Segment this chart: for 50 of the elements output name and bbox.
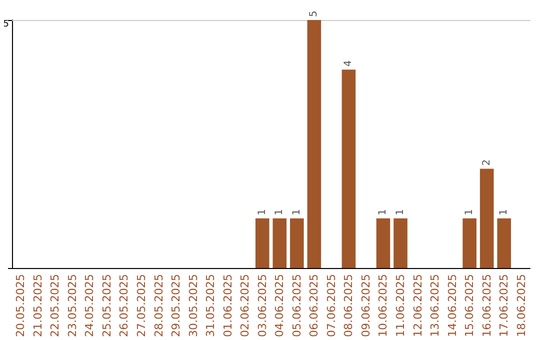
bar (307, 20, 322, 268)
x-tick-label: 11.06.2025 (394, 274, 407, 337)
x-tick-label: 07.06.2025 (324, 274, 338, 337)
data-label: 1 (498, 209, 510, 216)
x-tick-label: 16.06.2025 (480, 274, 494, 337)
data-label: 4 (343, 60, 354, 67)
x-tick-label: 23.05.2025 (66, 274, 79, 337)
x-tick-label: 17.06.2025 (498, 274, 511, 337)
x-tick-label: 12.06.2025 (411, 274, 424, 337)
bar (376, 218, 390, 268)
x-tick-label: 05.06.2025 (290, 274, 304, 337)
x-tick-label: 02.06.2025 (238, 274, 252, 337)
x-tick-label: 09.06.2025 (359, 274, 372, 337)
x-tick-label: 30.05.2025 (186, 274, 200, 337)
x-tick-label: 31.05.2025 (204, 274, 218, 337)
bar (394, 218, 408, 268)
bar (342, 70, 356, 268)
x-tick-label: 03.06.2025 (256, 274, 269, 337)
x-tick-label: 13.06.2025 (428, 274, 442, 337)
data-label: 1 (291, 209, 302, 216)
x-tick-label: 04.06.2025 (273, 274, 286, 337)
x-tick-label: 20.05.2025 (14, 274, 28, 337)
x-tick-label: 22.05.2025 (48, 274, 62, 337)
x-tick-label: 01.06.2025 (221, 274, 234, 337)
bar (290, 218, 304, 268)
data-label: 5 (308, 10, 320, 17)
x-tick-label: 08.06.2025 (342, 274, 356, 337)
x-tick-label: 25.05.2025 (100, 274, 114, 337)
data-label: 2 (481, 159, 492, 166)
x-tick-label: 29.05.2025 (170, 274, 183, 337)
data-label: 1 (395, 209, 406, 216)
x-tick-label: 28.05.2025 (152, 274, 166, 337)
x-tick-label: 10.06.2025 (376, 274, 390, 337)
x-tick-label: 18.06.2025 (514, 274, 528, 337)
data-label: 1 (274, 209, 286, 216)
bar (480, 168, 494, 268)
x-tick-label: 14.06.2025 (446, 274, 459, 337)
x-tick-label: 06.06.2025 (308, 274, 321, 337)
x-tick-label: 15.06.2025 (463, 274, 476, 337)
x-tick-label: 24.05.2025 (83, 274, 96, 337)
data-label: 1 (464, 209, 476, 216)
data-label: 1 (256, 209, 268, 216)
bar (497, 218, 512, 268)
data-label: 1 (378, 209, 389, 216)
bar (255, 218, 270, 268)
bar (462, 218, 476, 268)
x-tick-label: 26.05.2025 (118, 274, 131, 337)
bar (272, 218, 287, 268)
x-tick-label: 21.05.2025 (31, 274, 44, 337)
x-tick-label: 27.05.2025 (135, 274, 148, 337)
